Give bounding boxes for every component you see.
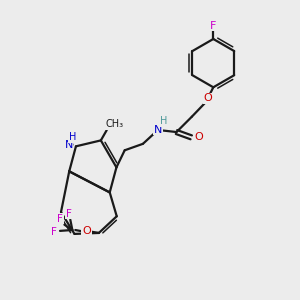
Text: F: F <box>210 21 217 31</box>
Text: N: N <box>154 125 162 135</box>
Text: H: H <box>160 116 167 126</box>
Text: O: O <box>204 94 212 103</box>
Text: CH₃: CH₃ <box>106 119 124 129</box>
Text: H: H <box>69 133 76 142</box>
Text: F: F <box>66 209 72 219</box>
Text: O: O <box>82 226 91 236</box>
Text: F: F <box>57 214 63 224</box>
Text: N: N <box>64 140 73 150</box>
Text: F: F <box>51 227 57 237</box>
Text: O: O <box>194 132 203 142</box>
